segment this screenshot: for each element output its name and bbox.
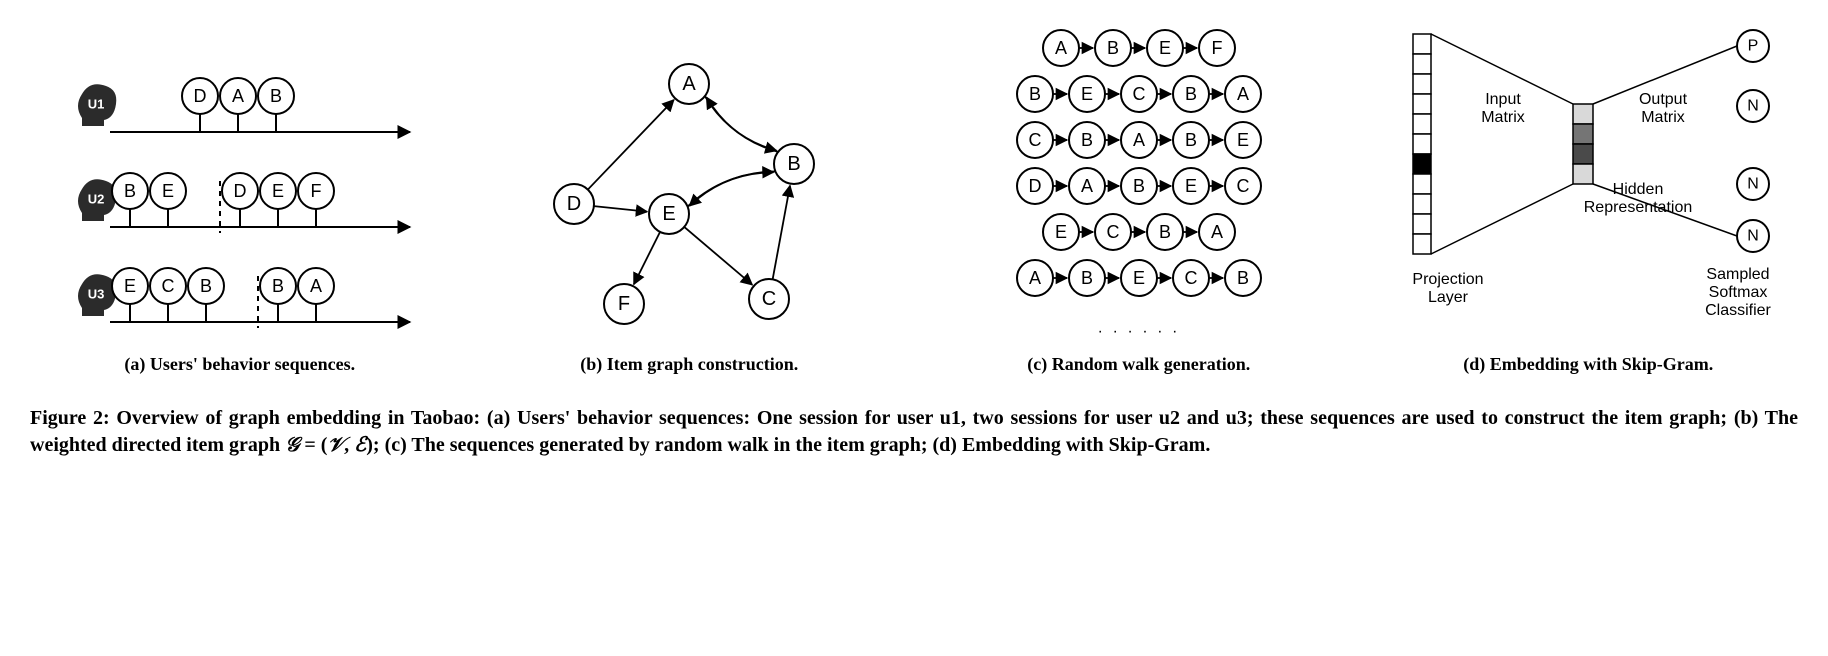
svg-text:B: B	[270, 86, 282, 106]
svg-text:D: D	[233, 181, 246, 201]
svg-text:B: B	[272, 276, 284, 296]
panel-a-caption: (a) Users' behavior sequences.	[124, 354, 355, 375]
svg-text:F: F	[1211, 38, 1222, 58]
svg-text:OutputMatrix: OutputMatrix	[1639, 91, 1688, 126]
svg-text:E: E	[162, 181, 174, 201]
svg-text:B: B	[1159, 222, 1171, 242]
svg-text:F: F	[310, 181, 321, 201]
svg-text:P: P	[1748, 38, 1759, 55]
svg-text:D: D	[567, 193, 581, 215]
svg-text:E: E	[1185, 176, 1197, 196]
svg-text:C: C	[1132, 84, 1145, 104]
svg-text:C: C	[762, 288, 776, 310]
panel-b-svg: A B D E F C	[539, 44, 839, 344]
svg-text:A: A	[1211, 222, 1223, 242]
svg-text:B: B	[1133, 176, 1145, 196]
figure-caption: Figure 2: Overview of graph embedding in…	[30, 405, 1798, 459]
svg-text:C: C	[1028, 130, 1041, 150]
panel-c-caption: (c) Random walk generation.	[1027, 354, 1250, 375]
svg-text:U1: U1	[87, 97, 104, 112]
svg-text:A: A	[1081, 176, 1093, 196]
svg-text:U3: U3	[87, 287, 104, 302]
svg-text:A: A	[1029, 268, 1041, 288]
svg-text:B: B	[1185, 130, 1197, 150]
svg-text:A: A	[310, 276, 322, 296]
svg-text:B: B	[1185, 84, 1197, 104]
panel-a: U1 D A B U2 B E D E F U3 E C B B A (a) Users' behavior …	[30, 44, 450, 375]
svg-text:E: E	[1133, 268, 1145, 288]
panel-b: A B D E F C (b) Item graph construction.	[480, 44, 900, 375]
svg-text:F: F	[618, 293, 630, 315]
panel-a-svg: U1 D A B U2 B E D E F U3 E C B B A	[60, 44, 420, 344]
svg-text:B: B	[124, 181, 136, 201]
panel-b-caption: (b) Item graph construction.	[580, 354, 798, 375]
svg-text:B: B	[1107, 38, 1119, 58]
svg-text:B: B	[788, 153, 801, 175]
svg-text:E: E	[1055, 222, 1067, 242]
svg-text:E: E	[1081, 84, 1093, 104]
svg-text:E: E	[1159, 38, 1171, 58]
svg-text:InputMatrix: InputMatrix	[1481, 91, 1525, 126]
svg-text:B: B	[1081, 268, 1093, 288]
panel-d: PNNNInputMatrixOutputMatrixHiddenReprese…	[1379, 24, 1799, 375]
panel-d-caption: (d) Embedding with Skip-Gram.	[1463, 354, 1713, 375]
svg-text:B: B	[1237, 268, 1249, 288]
svg-text:B: B	[200, 276, 212, 296]
svg-text:D: D	[193, 86, 206, 106]
svg-text:SampledSoftmaxClassifier: SampledSoftmaxClassifier	[1705, 266, 1771, 319]
svg-text:C: C	[1106, 222, 1119, 242]
svg-text:. . . . . .: . . . . . .	[1098, 320, 1180, 337]
svg-text:C: C	[161, 276, 174, 296]
panel-c-svg: A B E F B E C B A C B A B E D A B E C E C B A A B E C B . . . . . .	[974, 24, 1304, 344]
svg-text:B: B	[1081, 130, 1093, 150]
svg-text:B: B	[1029, 84, 1041, 104]
svg-text:ProjectionLayer: ProjectionLayer	[1413, 271, 1484, 306]
svg-text:C: C	[1184, 268, 1197, 288]
svg-text:A: A	[232, 86, 244, 106]
svg-text:A: A	[683, 73, 697, 95]
svg-text:N: N	[1747, 176, 1759, 193]
svg-text:N: N	[1747, 98, 1759, 115]
svg-text:E: E	[124, 276, 136, 296]
svg-text:N: N	[1747, 228, 1759, 245]
svg-text:D: D	[1028, 176, 1041, 196]
panels-row: U1 D A B U2 B E D E F U3 E C B B A (a) Users' behavior …	[30, 24, 1798, 375]
svg-text:A: A	[1055, 38, 1067, 58]
svg-text:E: E	[1237, 130, 1249, 150]
svg-text:E: E	[272, 181, 284, 201]
panel-d-svg: PNNNInputMatrixOutputMatrixHiddenReprese…	[1393, 24, 1783, 344]
svg-text:A: A	[1237, 84, 1249, 104]
svg-text:C: C	[1236, 176, 1249, 196]
svg-text:U2: U2	[87, 192, 104, 207]
svg-text:E: E	[663, 203, 676, 225]
svg-text:A: A	[1133, 130, 1145, 150]
figure-container: U1 D A B U2 B E D E F U3 E C B B A (a) Users' behavior …	[30, 24, 1798, 459]
panel-c: ABEFBECBACBABEDABECECBAABECB. . . . . . …	[929, 24, 1349, 375]
